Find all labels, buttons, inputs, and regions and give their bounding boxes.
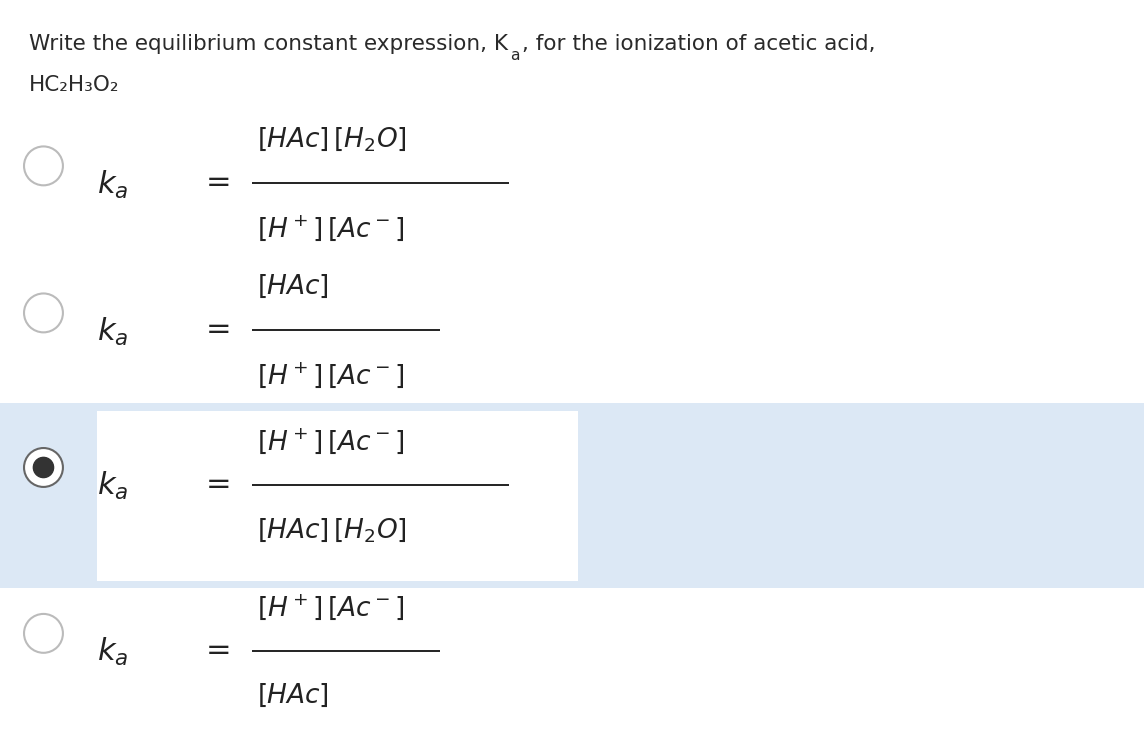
Text: $=$: $=$: [200, 314, 231, 342]
Text: $[HAc]$: $[HAc]$: [257, 682, 329, 710]
Text: $k_a$: $k_a$: [97, 470, 128, 502]
Text: , for the ionization of acetic acid,: , for the ionization of acetic acid,: [522, 34, 875, 54]
Text: $=$: $=$: [200, 468, 231, 497]
Ellipse shape: [24, 293, 63, 333]
Text: $[HAc]\,[H_2O]$: $[HAc]\,[H_2O]$: [257, 516, 407, 544]
Text: $k_a$: $k_a$: [97, 316, 128, 348]
Text: HC₂H₃O₂: HC₂H₃O₂: [29, 75, 119, 96]
Ellipse shape: [24, 614, 63, 653]
Text: $=$: $=$: [200, 634, 231, 663]
Text: $k_a$: $k_a$: [97, 636, 128, 668]
Ellipse shape: [24, 448, 63, 487]
Text: $[H^+]\,[Ac^-]$: $[H^+]\,[Ac^-]$: [257, 426, 405, 456]
Ellipse shape: [33, 458, 54, 477]
Text: $k_a$: $k_a$: [97, 169, 128, 201]
Text: $[HAc]\,[H_2O]$: $[HAc]\,[H_2O]$: [257, 125, 407, 154]
Text: Write the equilibrium constant expression, K: Write the equilibrium constant expressio…: [29, 34, 508, 54]
Text: $=$: $=$: [200, 167, 231, 195]
FancyBboxPatch shape: [0, 403, 1144, 588]
Text: $[H^+]\,[Ac^-]$: $[H^+]\,[Ac^-]$: [257, 360, 405, 391]
Ellipse shape: [24, 146, 63, 185]
Text: $[H^+]\,[Ac^-]$: $[H^+]\,[Ac^-]$: [257, 592, 405, 622]
Text: a: a: [510, 48, 519, 63]
FancyBboxPatch shape: [97, 411, 578, 581]
Text: $[H^+]\,[Ac^-]$: $[H^+]\,[Ac^-]$: [257, 213, 405, 244]
Text: $[HAc]$: $[HAc]$: [257, 273, 329, 300]
